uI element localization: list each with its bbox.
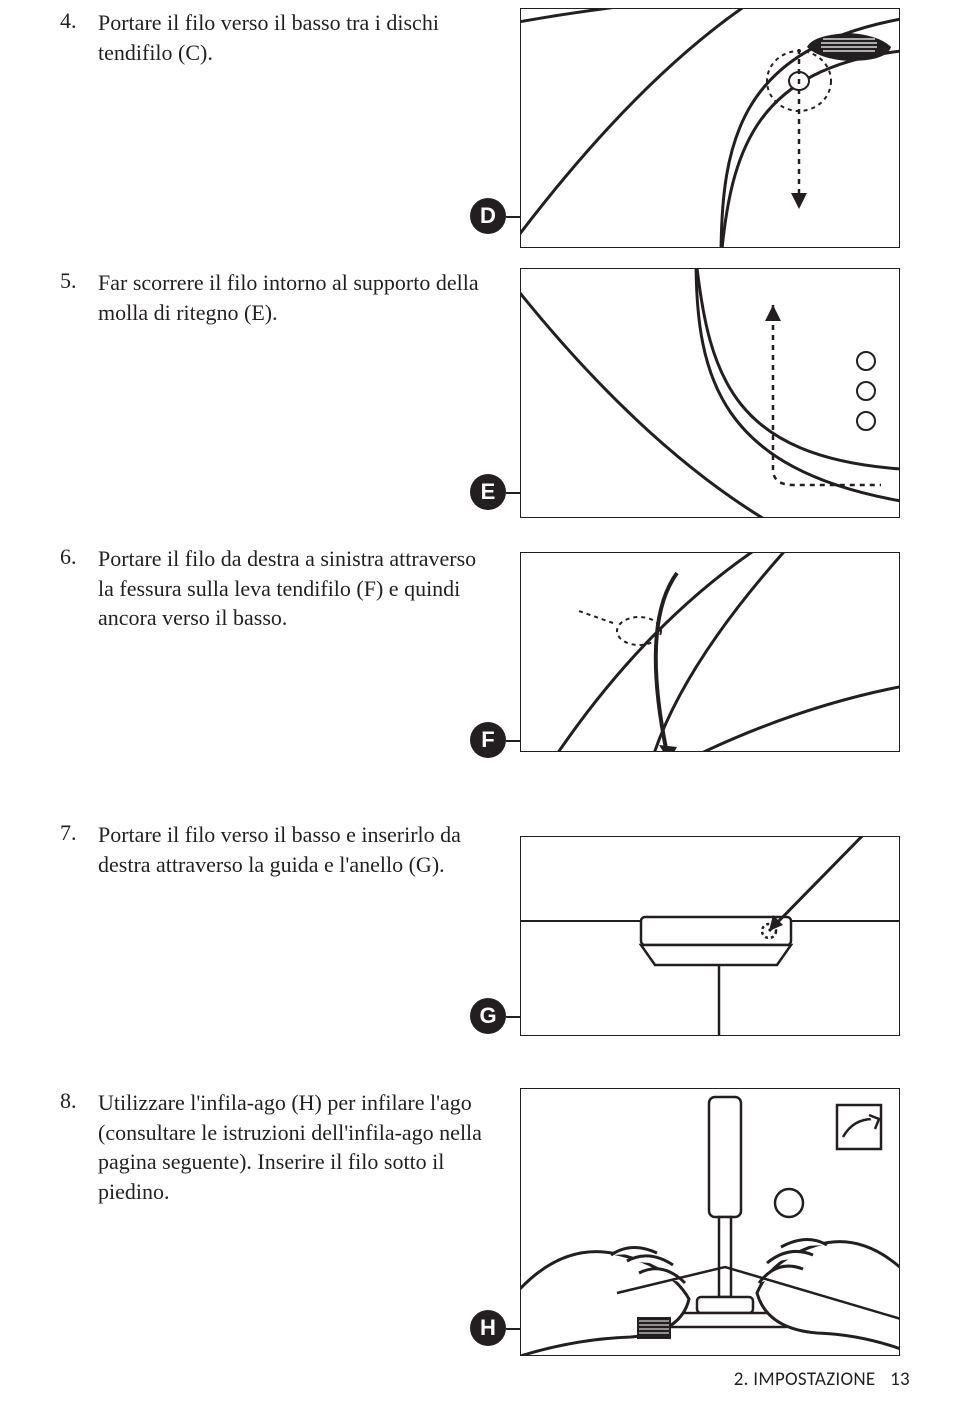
callout-f-leader — [506, 740, 520, 742]
step-6-text-block: 6. Portare il filo da destra a sinistra … — [60, 544, 520, 633]
step-7-text-block: 7. Portare il filo verso il basso e inse… — [60, 820, 520, 879]
step-7-row: 7. Portare il filo verso il basso e inse… — [60, 820, 910, 1080]
callout-d-label: D — [480, 203, 496, 229]
callout-e: E — [470, 474, 506, 510]
illustration-e-column: E — [520, 268, 910, 518]
step-4-text: Portare il filo verso il basso tra i dis… — [98, 8, 490, 67]
callout-f: F — [470, 722, 506, 758]
step-8-text: Utilizzare l'infila-ago (H) per infilare… — [98, 1088, 490, 1207]
page-footer: 2. IMPOSTAZIONE 13 — [734, 1368, 910, 1391]
step-7-number: 7. — [60, 820, 98, 879]
illustration-g-svg — [521, 837, 900, 1036]
callout-h: H — [470, 1310, 506, 1346]
step-4-number: 4. — [60, 8, 98, 67]
illustration-e — [520, 268, 900, 518]
step-4-text-block: 4. Portare il filo verso il basso tra i … — [60, 8, 520, 67]
illustration-h — [520, 1088, 900, 1356]
step-5-text-block: 5. Far scorrere il filo intorno al suppo… — [60, 268, 520, 327]
callout-h-leader — [506, 1328, 520, 1330]
illustration-h-column: H — [520, 1088, 910, 1356]
step-5-number: 5. — [60, 268, 98, 327]
illustration-d-column: D — [520, 8, 910, 248]
illustration-f-svg — [521, 553, 900, 752]
illustration-h-svg — [521, 1089, 900, 1356]
callout-e-label: E — [481, 479, 496, 505]
illustration-g — [520, 836, 900, 1036]
step-6-text: Portare il filo da destra a sinistra att… — [98, 544, 490, 633]
illustration-f-column: F — [520, 544, 910, 752]
step-8-row: 8. Utilizzare l'infila-ago (H) per infil… — [60, 1088, 910, 1378]
callout-g: G — [470, 998, 506, 1034]
step-6-row: 6. Portare il filo da destra a sinistra … — [60, 544, 910, 812]
illustration-f — [520, 552, 900, 752]
callout-d: D — [470, 198, 506, 234]
callout-f-label: F — [481, 727, 494, 753]
callout-g-leader — [506, 1016, 520, 1018]
illustration-e-svg — [521, 269, 900, 518]
illustration-g-column: G — [520, 820, 910, 1036]
manual-page: 4. Portare il filo verso il basso tra i … — [0, 0, 960, 1423]
callout-g-label: G — [479, 1003, 496, 1029]
step-7-text: Portare il filo verso il basso e inserir… — [98, 820, 490, 879]
step-5-text: Far scorrere il filo intorno al supporto… — [98, 268, 490, 327]
callout-e-leader — [506, 492, 520, 494]
step-4-row: 4. Portare il filo verso il basso tra i … — [60, 8, 910, 260]
callout-h-label: H — [480, 1315, 496, 1341]
footer-page-number: 13 — [890, 1368, 910, 1391]
step-6-number: 6. — [60, 544, 98, 633]
step-5-row: 5. Far scorrere il filo intorno al suppo… — [60, 268, 910, 536]
step-8-number: 8. — [60, 1088, 98, 1207]
step-8-text-block: 8. Utilizzare l'infila-ago (H) per infil… — [60, 1088, 520, 1207]
illustration-d — [520, 8, 900, 248]
footer-section: 2. IMPOSTAZIONE — [734, 1368, 876, 1391]
callout-d-leader — [506, 216, 520, 218]
illustration-d-svg — [521, 9, 900, 248]
